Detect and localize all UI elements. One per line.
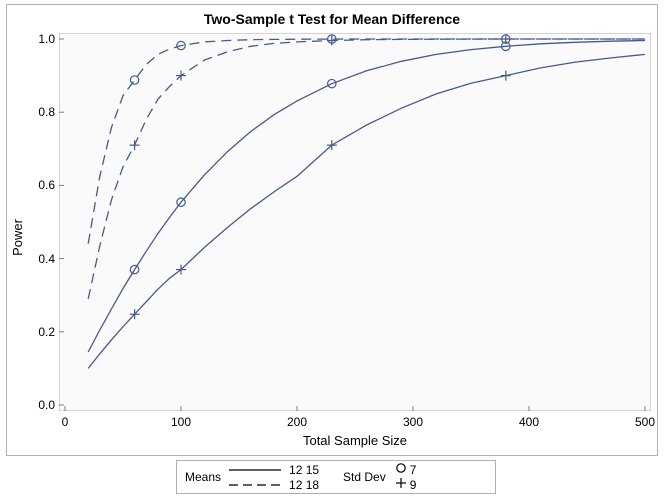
legend-line-swatch-icon [227,479,283,491]
y-tick-label: 0.8 [29,105,55,119]
legend-stddev-label: 7 [410,463,444,477]
y-tick-label: 0.6 [29,178,55,192]
legend-means-item: 12 18 [227,477,323,492]
chart-title: Two-Sample t Test for Mean Difference [7,11,657,27]
legend-stddev-label: 9 [410,478,444,492]
x-tick-label: 200 [287,415,307,429]
y-tick-label: 0.0 [29,398,55,412]
x-tick-label: 0 [62,415,69,429]
y-tick-label: 1.0 [29,32,55,46]
legend-means-item: 12 15 [227,462,323,477]
y-tick-label: 0.4 [29,252,55,266]
legend-stddev-item: 7 [392,462,444,477]
power-curve-plot [59,33,651,411]
y-axis-label: Power [10,219,25,256]
legend-line-swatch-icon [227,464,283,476]
legend-stddev-item: 9 [392,477,444,492]
legend-means-label: 12 18 [289,478,323,492]
legend-means-title: Means [177,470,227,484]
legend-marker-swatch-icon [392,476,410,493]
x-tick-label: 100 [171,415,191,429]
x-axis-label: Total Sample Size [59,433,651,448]
legend-stddev-items: 79 [392,462,444,492]
legend-means-label: 12 15 [289,463,323,477]
chart-outer-frame: Two-Sample t Test for Mean Difference Po… [6,4,658,456]
y-axis-label-wrap: Power [11,5,31,455]
legend: Means 12 1512 18 Std Dev 79 [176,460,496,494]
x-tick-label: 400 [519,415,539,429]
legend-means-items: 12 1512 18 [227,462,323,492]
legend-stddev-title: Std Dev [335,470,392,484]
x-tick-label: 300 [403,415,423,429]
x-tick-label: 500 [635,415,655,429]
y-tick-label: 0.2 [29,325,55,339]
